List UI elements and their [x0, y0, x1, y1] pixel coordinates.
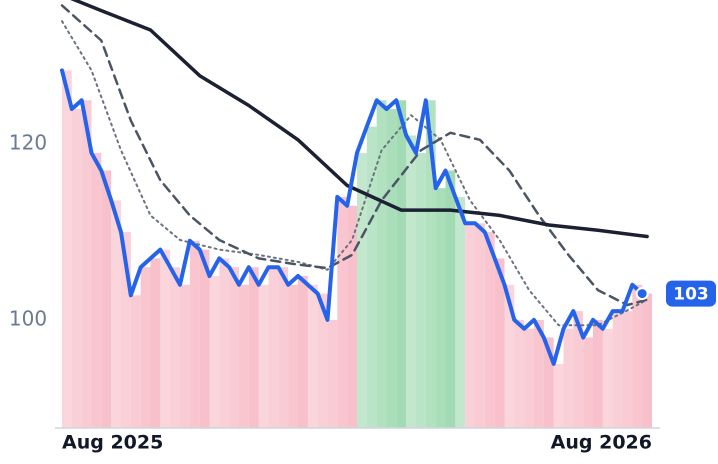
- regime-bar: [543, 337, 554, 428]
- regime-bar: [602, 328, 613, 428]
- regime-bar: [209, 275, 220, 428]
- regime-bar: [140, 267, 151, 428]
- regime-bar: [268, 267, 279, 428]
- regime-bar: [445, 170, 456, 428]
- regime-bar: [622, 311, 633, 428]
- regime-bars: [62, 70, 652, 429]
- regime-bar: [514, 319, 525, 428]
- regime-bar: [524, 328, 534, 428]
- regime-bar: [376, 100, 387, 429]
- regime-bar: [121, 232, 131, 428]
- y-tick-label: 100: [9, 306, 47, 330]
- regime-bar: [337, 196, 348, 428]
- y-tick-label: 120: [9, 131, 47, 155]
- regime-bar: [298, 275, 308, 428]
- regime-bar: [563, 328, 574, 428]
- regime-bar: [583, 337, 593, 428]
- regime-bar: [199, 249, 210, 428]
- regime-bar: [180, 284, 190, 428]
- regime-bar: [425, 100, 436, 429]
- regime-bar: [416, 152, 426, 429]
- regime-bar: [81, 100, 92, 429]
- regime-bar: [91, 152, 102, 429]
- regime-bar: [475, 223, 485, 428]
- regime-bar: [62, 70, 72, 428]
- regime-bar: [406, 135, 416, 428]
- regime-bar: [504, 284, 515, 428]
- regime-bar: [130, 295, 141, 428]
- lines: [60, 0, 649, 366]
- regime-bar: [632, 284, 643, 428]
- last-value-label: 103: [673, 285, 709, 305]
- regime-bar: [150, 258, 161, 428]
- regime-bar: [219, 258, 230, 428]
- regime-bar: [317, 293, 328, 428]
- regime-bar: [229, 267, 239, 428]
- regime-bar: [278, 267, 289, 428]
- regime-bar: [642, 293, 652, 428]
- regime-bar: [465, 223, 475, 428]
- regime-bar: [612, 311, 623, 428]
- regime-bar: [71, 109, 82, 429]
- regime-bar: [386, 109, 397, 429]
- last-value-pill: [666, 280, 716, 307]
- regime-bar: [111, 200, 121, 428]
- regime-bar: [170, 267, 180, 428]
- regime-bar: [494, 258, 505, 428]
- series-line: [60, 68, 645, 366]
- regime-bar: [484, 232, 495, 428]
- regime-bar: [357, 152, 367, 429]
- regime-bar: [455, 196, 466, 428]
- regime-bar: [573, 311, 584, 428]
- last-value-dot: [635, 287, 649, 301]
- regime-bar: [553, 363, 564, 428]
- regime-bar: [534, 319, 544, 428]
- series-line: [60, 4, 649, 307]
- regime-bar: [101, 170, 112, 428]
- regime-bar: [239, 284, 249, 428]
- regime-bar: [366, 126, 377, 428]
- regime-bar: [347, 205, 357, 428]
- regime-bar: [258, 284, 269, 428]
- regime-bar: [307, 284, 318, 428]
- regime-bar: [288, 284, 298, 428]
- regime-bar: [435, 188, 446, 428]
- x-tick-label: Aug 2025: [62, 432, 163, 454]
- x-tick-label: Aug 2026: [551, 432, 652, 454]
- regime-bar: [327, 319, 338, 428]
- regime-bar: [593, 319, 603, 428]
- regime-bar: [396, 100, 407, 429]
- series-line: [70, 0, 649, 239]
- labels: 100 120 Aug 2025 Aug 2026 103: [9, 131, 716, 454]
- regime-bar: [160, 249, 171, 428]
- regime-bar: [189, 240, 200, 428]
- regime-bar: [248, 267, 259, 428]
